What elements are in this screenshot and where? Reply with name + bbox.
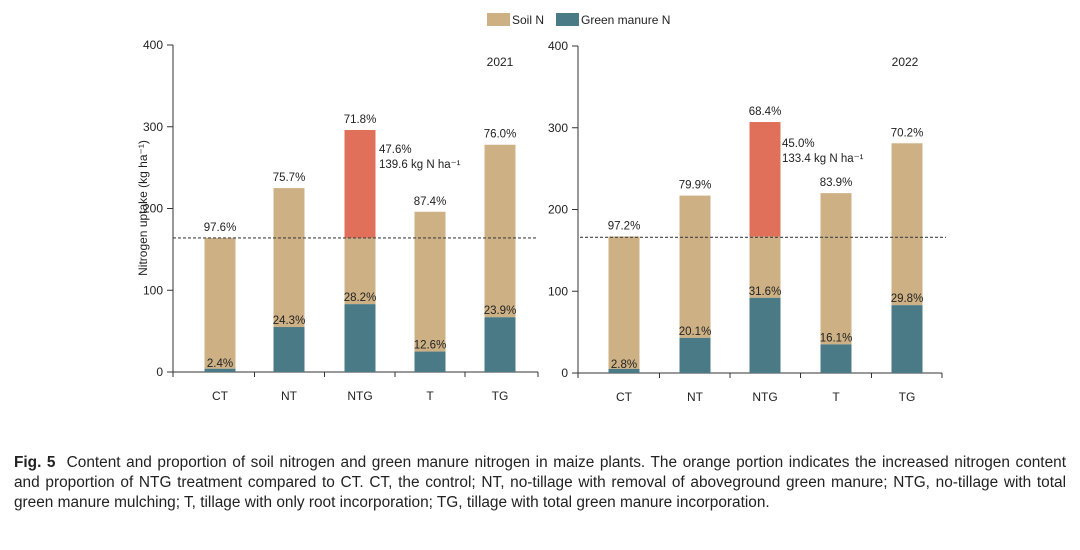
panel-2021: 0 100 200 300 400 Nitrogen uptake (kg ha⁻¹) 20… [136,38,539,403]
panel-year-label: 2022 [892,55,919,69]
caption-text: Content and proportion of soil nitrogen … [14,454,1066,511]
data-label-bottom: 24.3% [273,315,306,327]
data-label-bottom: 29.8% [891,293,924,305]
y-tick-label: 100 [143,283,163,297]
x-tick-label: TG [899,390,916,404]
data-label-top: 75.7% [273,172,306,184]
figure-caption: Fig. 5 Content and proportion of soil ni… [14,453,1066,513]
data-label-top: 79.9% [679,180,712,192]
x-tick-label: TG [492,389,509,403]
bar-green-tg [484,317,516,372]
data-label-bottom: 2.4% [207,358,233,370]
x-tick-label: NTG [752,390,777,404]
y-tick-label: 400 [548,39,568,53]
data-label-top: 97.2% [608,220,641,232]
legend-label-soil: Soil N [512,13,544,27]
bar-increase-ntg [749,122,781,237]
y-tick-label: 400 [143,38,163,52]
y-axis-title: Nitrogen uptake (kg ha⁻¹) [136,140,150,276]
bar-soil-ct [608,236,640,369]
bar-soil-tg [891,143,923,306]
x-tick-label: NTG [347,389,372,403]
data-label-bottom: 28.2% [344,292,377,304]
y-tick-label: 300 [143,120,163,134]
panel-2022: 0 100 200 300 400 2022 CT 97.2% 2.8% NT 79.9% 20.1%… [548,39,946,404]
annotation-amount: 133.4 kg N ha⁻¹ [782,153,864,165]
bar-soil-nt [273,188,305,328]
bar-green-nt [679,337,711,373]
data-label-bottom: 31.6% [749,286,782,298]
bar-soil-t [820,193,852,345]
x-tick-label: T [832,390,840,404]
y-tick-label: 200 [143,202,163,216]
bar-green-t [820,344,852,373]
data-label-top: 83.9% [820,177,853,189]
data-label-bottom: 12.6% [414,340,447,352]
panel-year-label: 2021 [487,55,514,69]
y-tick-label: 200 [548,203,568,217]
legend: Soil N Green manure N [487,13,670,27]
legend-swatch-soil [487,13,510,26]
y-tick-label: 0 [561,366,568,380]
caption-label: Fig. 5 [14,454,56,471]
data-label-bottom: 2.8% [611,359,637,371]
figure-chart: Soil N Green manure N 0 100 200 300 400 Nitro… [136,13,946,404]
bar-soil-ntg [749,236,781,298]
x-tick-label: NT [281,389,298,403]
data-label-bottom: 16.1% [820,332,853,344]
data-label-top: 68.4% [749,106,782,118]
annotation-percent: 45.0% [782,138,815,150]
bar-green-ntg [749,297,781,373]
bar-green-t [414,351,446,372]
bar-increase-ntg [344,130,376,238]
bar-green-ct [608,368,640,373]
data-label-top: 87.4% [414,196,447,208]
x-tick-label: NT [687,390,704,404]
data-label-bottom: 23.9% [484,305,517,317]
x-tick-label: CT [616,390,633,404]
bar-soil-ntg [344,237,376,305]
x-tick-label: T [426,389,434,403]
legend-label-green: Green manure N [581,13,670,27]
bar-green-tg [891,305,923,373]
x-tick-label: CT [212,389,229,403]
bar-soil-tg [484,144,516,318]
bar-soil-nt [679,195,711,338]
legend-swatch-green [556,13,579,26]
bar-green-nt [273,327,305,372]
y-tick-label: 300 [548,121,568,135]
y-tick-label: 0 [156,365,163,379]
data-label-top: 97.6% [204,222,237,234]
data-label-bottom: 20.1% [679,326,712,338]
bar-soil-t [414,211,446,352]
bar-green-ntg [344,304,376,372]
annotation-percent: 47.6% [379,144,412,156]
bar-soil-ct [204,237,236,369]
annotation-amount: 139.6 kg N ha⁻¹ [379,159,461,171]
data-label-top: 70.2% [891,127,924,139]
y-tick-label: 100 [548,284,568,298]
data-label-top: 76.0% [484,129,517,141]
data-label-top: 71.8% [344,114,377,126]
bar-green-ct [204,368,236,372]
